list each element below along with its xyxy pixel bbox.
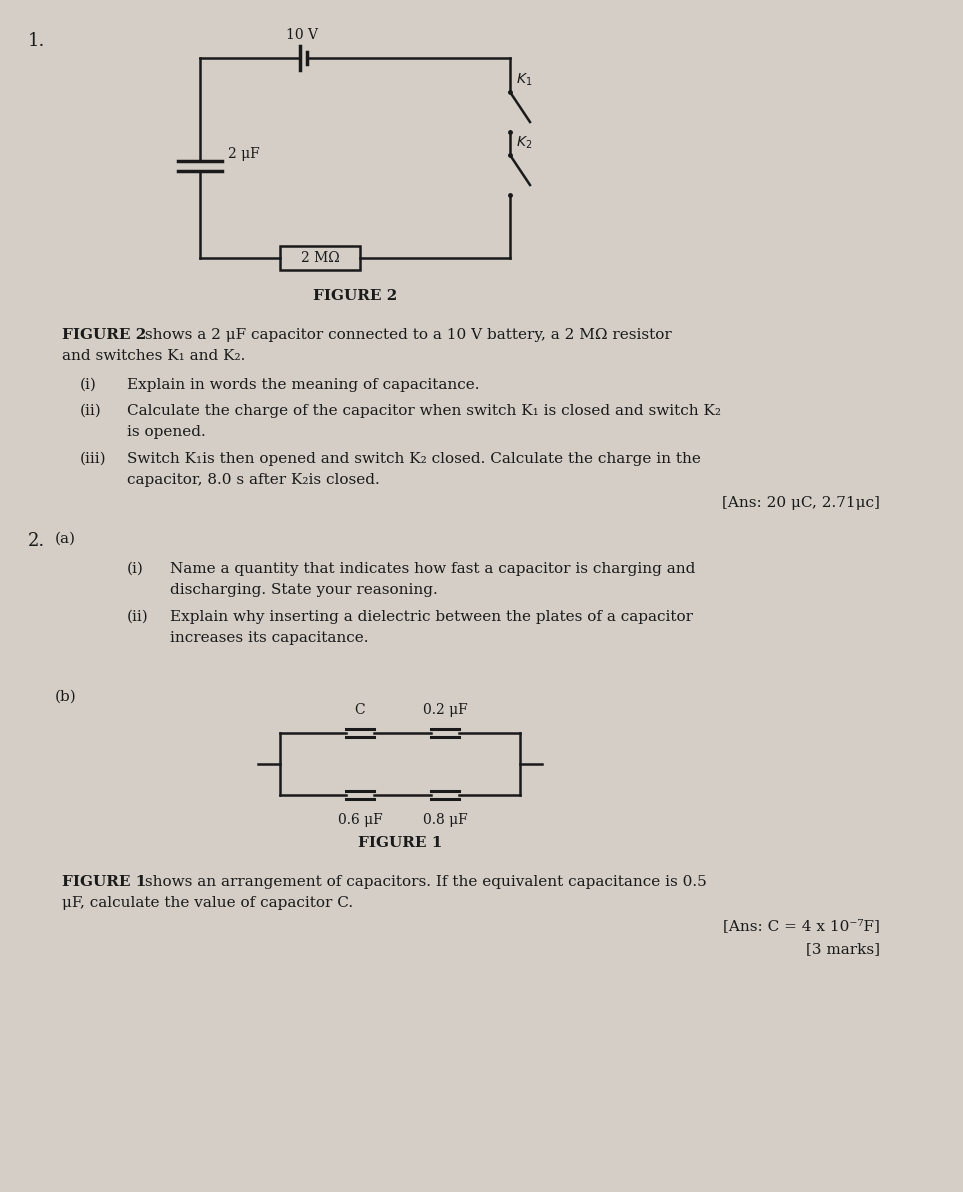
Text: (a): (a): [55, 532, 76, 546]
Text: shows a 2 μF capacitor connected to a 10 V battery, a 2 MΩ resistor: shows a 2 μF capacitor connected to a 10…: [140, 328, 672, 342]
Text: (i): (i): [127, 561, 143, 576]
Text: FIGURE 1: FIGURE 1: [358, 836, 442, 850]
Text: 2 μF: 2 μF: [228, 147, 260, 161]
Text: (ii): (ii): [80, 404, 102, 418]
Text: C: C: [354, 703, 365, 718]
Text: and switches K₁ and K₂.: and switches K₁ and K₂.: [62, 349, 246, 364]
Text: [Ans: 20 μC, 2.71μc]: [Ans: 20 μC, 2.71μc]: [722, 496, 880, 510]
Text: 1.: 1.: [28, 32, 45, 50]
Text: is opened.: is opened.: [127, 426, 206, 439]
Text: 2.: 2.: [28, 532, 45, 550]
Text: FIGURE 1: FIGURE 1: [62, 875, 146, 889]
Text: FIGURE 2: FIGURE 2: [62, 328, 146, 342]
Text: shows an arrangement of capacitors. If the equivalent capacitance is 0.5: shows an arrangement of capacitors. If t…: [140, 875, 707, 889]
Text: [Ans: C = 4 x 10⁻⁷F]: [Ans: C = 4 x 10⁻⁷F]: [723, 919, 880, 933]
Text: Switch K₁is then opened and switch K₂ closed. Calculate the charge in the: Switch K₁is then opened and switch K₂ cl…: [127, 452, 701, 466]
Text: [3 marks]: [3 marks]: [806, 942, 880, 956]
Text: capacitor, 8.0 s after K₂is closed.: capacitor, 8.0 s after K₂is closed.: [127, 473, 379, 488]
Text: 2 MΩ: 2 MΩ: [300, 252, 339, 265]
Text: $K_1$: $K_1$: [516, 72, 533, 88]
Text: Calculate the charge of the capacitor when switch K₁ is closed and switch K₂: Calculate the charge of the capacitor wh…: [127, 404, 721, 418]
Text: discharging. State your reasoning.: discharging. State your reasoning.: [170, 583, 438, 597]
Text: FIGURE 2: FIGURE 2: [313, 288, 397, 303]
Text: (ii): (ii): [127, 610, 148, 623]
Text: $K_2$: $K_2$: [516, 135, 533, 151]
Text: 0.8 μF: 0.8 μF: [423, 813, 467, 827]
Text: 10 V: 10 V: [286, 27, 318, 42]
Text: (i): (i): [80, 378, 97, 392]
Text: 0.6 μF: 0.6 μF: [338, 813, 382, 827]
Text: 0.2 μF: 0.2 μF: [423, 703, 467, 718]
Text: increases its capacitance.: increases its capacitance.: [170, 631, 369, 645]
Text: Explain in words the meaning of capacitance.: Explain in words the meaning of capacita…: [127, 378, 480, 392]
Text: (b): (b): [55, 690, 77, 704]
Text: μF, calculate the value of capacitor C.: μF, calculate the value of capacitor C.: [62, 896, 353, 909]
Text: Name a quantity that indicates how fast a capacitor is charging and: Name a quantity that indicates how fast …: [170, 561, 695, 576]
Text: Explain why inserting a dielectric between the plates of a capacitor: Explain why inserting a dielectric betwe…: [170, 610, 693, 623]
Text: (iii): (iii): [80, 452, 107, 466]
